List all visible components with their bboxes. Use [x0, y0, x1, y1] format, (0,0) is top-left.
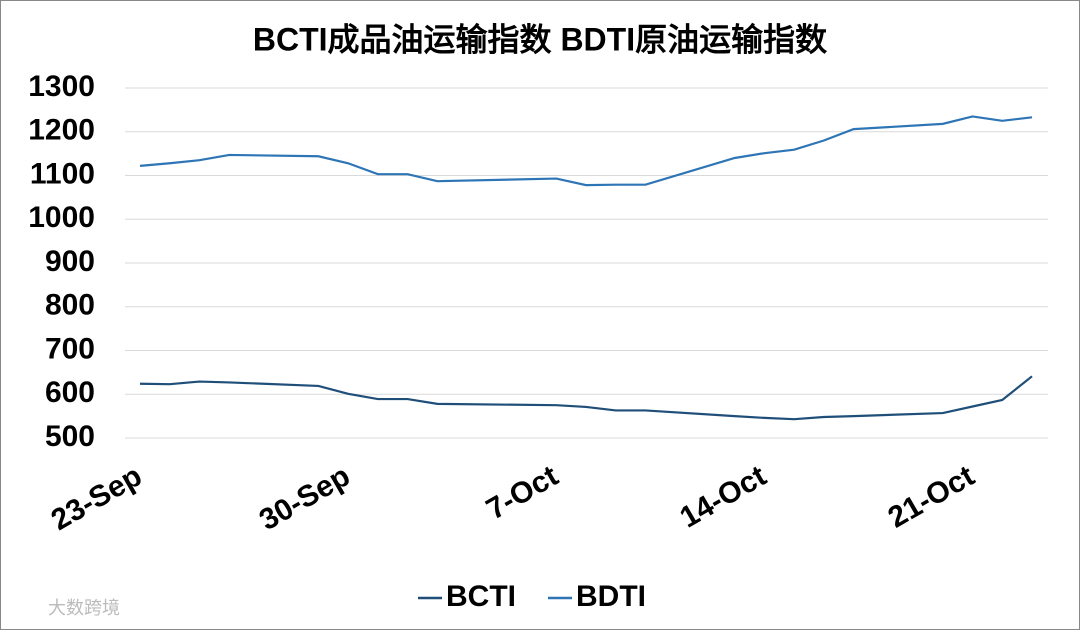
y-tick-label: 900 — [45, 245, 95, 278]
line-series — [139, 115, 1033, 187]
legend-label: BDTI — [576, 580, 646, 613]
legend-label: BCTI — [446, 580, 516, 613]
chart-title: BCTI成品油运输指数 BDTI原油运输指数 — [253, 21, 828, 57]
y-tick-label: 1000 — [28, 201, 95, 234]
y-tick-label: 1200 — [28, 114, 95, 147]
y-tick-label: 600 — [45, 376, 95, 409]
y-tick-label: 1300 — [28, 70, 95, 103]
y-tick-label: 1100 — [30, 157, 95, 190]
y-tick-label: 500 — [45, 420, 95, 453]
y-tick-label: 800 — [45, 289, 95, 322]
y-tick-label: 700 — [45, 332, 95, 365]
watermark: 大数跨境 — [48, 598, 120, 618]
line-series — [139, 375, 1033, 421]
